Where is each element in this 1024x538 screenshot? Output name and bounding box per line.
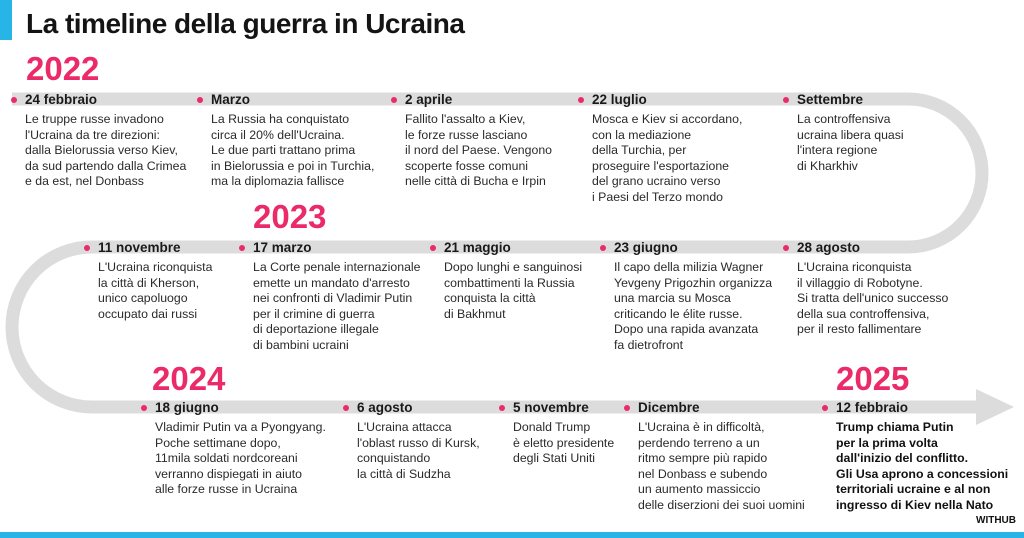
marker-dot	[239, 245, 245, 251]
event-date: 12 febbraio	[836, 400, 909, 415]
marker-dot	[430, 245, 436, 251]
event-text: Il capo della milizia Wagner Yevgeny Pri…	[614, 260, 773, 352]
event-text: Trump chiama Putin per la prima volta da…	[836, 420, 1009, 512]
event-text: Dopo lunghi e sanguinosi combattimenti l…	[444, 260, 583, 321]
event-text: Mosca e Kiev si accordano, con la mediaz…	[592, 112, 743, 204]
marker-dot	[197, 97, 203, 103]
event-text: L'Ucraina riconquista il villaggio di Ro…	[797, 260, 949, 337]
event-text: La controffensiva ucraina libera quasi l…	[797, 112, 904, 173]
event-date: 11 novembre	[98, 240, 181, 255]
marker-dot	[499, 405, 505, 411]
marker-dot	[343, 405, 349, 411]
event-date: 2 aprile	[405, 92, 453, 107]
year-label-2023: 2023	[253, 198, 327, 235]
event-date: 22 luglio	[592, 92, 647, 107]
event-2022-07-22: 22 luglio Mosca e Kiev si accordano, con…	[578, 92, 742, 206]
event-2022-04-02: 2 aprile Fallito l'assalto a Kiev, le fo…	[391, 92, 552, 190]
year-label-2024: 2024	[152, 360, 226, 397]
event-date: 21 maggio	[444, 240, 511, 255]
event-2022-03: Marzo La Russia ha conquistato circa il …	[197, 92, 374, 190]
marker-dot	[822, 405, 828, 411]
marker-dot	[11, 97, 17, 103]
event-date: Settembre	[797, 92, 864, 107]
event-2023-03-17: 17 marzo La Corte penale internazionale …	[239, 240, 421, 354]
accent-bar-bottom	[0, 532, 1024, 538]
event-text: Fallito l'assalto a Kiev, le forze russe…	[405, 112, 552, 189]
accent-bar-top	[0, 0, 12, 40]
event-text: L'Ucraina attacca l'oblast russo di Kurs…	[357, 420, 480, 481]
event-2024-11-05: 5 novembre Donald Trump è eletto preside…	[499, 400, 614, 467]
event-date: 24 febbraio	[25, 92, 98, 107]
event-2022-11-11: 11 novembre L'Ucraina riconquista la cit…	[84, 240, 212, 322]
event-date: 6 agosto	[357, 400, 413, 415]
event-2022-02-24: 24 febbraio Le truppe russe invadono l'U…	[11, 92, 186, 190]
event-2025-02-12: 12 febbraio Trump chiama Putin per la pr…	[822, 400, 1008, 514]
event-2023-06-23: 23 giugno Il capo della milizia Wagner Y…	[600, 240, 772, 354]
event-date: 5 novembre	[513, 400, 589, 415]
event-text: L'Ucraina riconquista la città di Kherso…	[98, 260, 213, 321]
event-2024-06-18: 18 giugno Vladimir Putin va a Pyongyang.…	[141, 400, 326, 498]
event-2023-08-28: 28 agosto L'Ucraina riconquista il villa…	[783, 240, 948, 338]
year-label-2022: 2022	[26, 50, 100, 87]
marker-dot	[600, 245, 606, 251]
event-text: La Russia ha conquistato circa il 20% de…	[211, 112, 375, 189]
marker-dot	[141, 405, 147, 411]
year-label-2025: 2025	[836, 360, 910, 397]
event-date: 23 giugno	[614, 240, 678, 255]
event-2022-09: Settembre La controffensiva ucraina libe…	[783, 92, 904, 174]
event-text: Le truppe russe invadono l'Ucraina da tr…	[25, 112, 187, 189]
event-date: 18 giugno	[155, 400, 219, 415]
page-title: La timeline della guerra in Ucraina	[26, 8, 465, 39]
event-date: Marzo	[211, 92, 251, 107]
event-2024-08-06: 6 agosto L'Ucraina attacca l'oblast russ…	[343, 400, 480, 482]
marker-dot	[84, 245, 90, 251]
event-text: Vladimir Putin va a Pyongyang. Poche set…	[155, 420, 326, 497]
event-2024-12: Dicembre L'Ucraina è in difficoltà, perd…	[624, 400, 805, 514]
event-text: L'Ucraina è in difficoltà, perdendo terr…	[638, 420, 805, 512]
event-date: 17 marzo	[253, 240, 312, 255]
marker-dot	[578, 97, 584, 103]
marker-dot	[391, 97, 397, 103]
marker-dot	[624, 405, 630, 411]
event-text: Donald Trump è eletto presidente degli S…	[513, 420, 615, 466]
event-date: 28 agosto	[797, 240, 861, 255]
event-date: Dicembre	[638, 400, 700, 415]
event-text: La Corte penale internazionale emette un…	[253, 260, 421, 352]
brand-logo: WITHUB	[976, 515, 1016, 526]
event-2023-05-21: 21 maggio Dopo lunghi e sanguinosi comba…	[430, 240, 582, 322]
marker-dot	[783, 245, 789, 251]
marker-dot	[783, 97, 789, 103]
